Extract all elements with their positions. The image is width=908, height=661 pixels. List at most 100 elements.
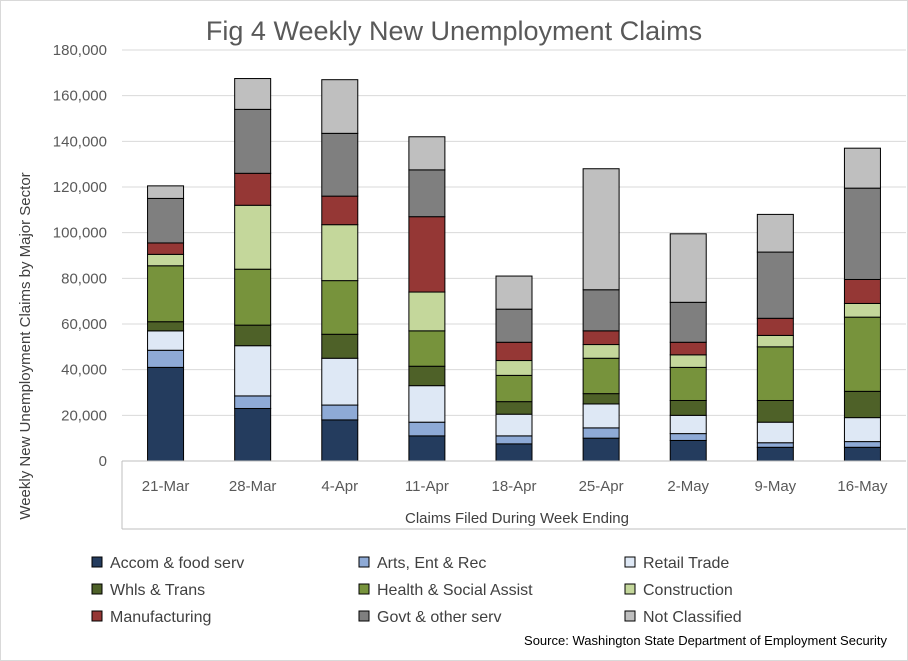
- bar-segment: [495, 341, 533, 362]
- legend: Accom & food serv Arts, Ent & Rec Retail T…: [91, 555, 742, 626]
- bar-segment: [843, 302, 881, 318]
- x-axis-title: Claims Filed During Week Ending: [405, 510, 629, 527]
- y-tick-label: 60,000: [61, 316, 107, 333]
- bar-segment: [669, 439, 707, 462]
- bar-segment: [495, 413, 533, 437]
- bar-segment: [408, 136, 446, 171]
- y-tick-label: 180,000: [53, 42, 107, 59]
- bar-segment: [582, 427, 620, 439]
- bar-segment: [495, 435, 533, 445]
- y-tick-label: 140,000: [53, 133, 107, 150]
- bar-stack: [756, 213, 794, 462]
- bar-stack: [147, 185, 185, 462]
- y-tick-label: 100,000: [53, 225, 107, 242]
- bar-segment: [669, 301, 707, 343]
- bar-segment: [582, 330, 620, 346]
- bar-segment: [843, 446, 881, 462]
- y-axis-title: Weekly New Unemployment Claims by Major …: [17, 172, 34, 519]
- bar-stack: [669, 233, 707, 462]
- legend-label: Retail Trade: [643, 555, 729, 572]
- bar-segment: [582, 289, 620, 332]
- legend-item: Manufacturing: [91, 609, 211, 626]
- bar-segment: [756, 213, 794, 253]
- bar-segment: [582, 393, 620, 405]
- x-tick-label: 9-May: [754, 478, 796, 495]
- bar-segment: [234, 108, 272, 174]
- bar-segment: [582, 168, 620, 291]
- y-tick-label: 20,000: [61, 407, 107, 424]
- bar-segment: [843, 316, 881, 392]
- legend-label: Construction: [643, 582, 733, 599]
- bar-stack: [582, 168, 620, 462]
- bar-stack: [408, 136, 446, 462]
- bar-segment: [408, 291, 446, 332]
- y-tick-label: 40,000: [61, 362, 107, 379]
- legend-item: Whls & Trans: [91, 582, 205, 599]
- bar-segment: [234, 395, 272, 409]
- bar-segment: [669, 366, 707, 401]
- y-tick-labels: 0 20,000 40,000 60,000 80,000 100,000 120,000 1…: [53, 42, 107, 470]
- axes: [121, 460, 906, 530]
- bar-segment: [408, 169, 446, 218]
- legend-swatch: [358, 556, 370, 568]
- bar-segment: [321, 132, 359, 197]
- bar-segment: [756, 317, 794, 336]
- bar-segment: [234, 172, 272, 206]
- bar-segment: [756, 334, 794, 348]
- bar-segment: [321, 79, 359, 134]
- bar-segment: [408, 421, 446, 437]
- y-tick-label: 0: [99, 453, 107, 470]
- bar-segment: [234, 407, 272, 462]
- bar-segment: [843, 441, 881, 448]
- x-tick-label: 18-Apr: [491, 478, 536, 495]
- bar-segment: [843, 390, 881, 419]
- x-tick-label: 25-Apr: [579, 478, 624, 495]
- bar-segment: [147, 366, 185, 462]
- legend-label: Arts, Ent & Rec: [377, 555, 486, 572]
- bar-segment: [669, 414, 707, 435]
- bar-segment: [582, 403, 620, 429]
- bar-segment: [582, 344, 620, 359]
- bar-segment: [756, 421, 794, 444]
- bar-segment: [147, 242, 185, 255]
- bar-stack: [321, 79, 359, 462]
- bar-segment: [495, 374, 533, 403]
- bar-segment: [321, 195, 359, 226]
- legend-item: Not Classified: [624, 609, 742, 626]
- legend-swatch: [624, 556, 636, 568]
- bar-segment: [669, 341, 707, 356]
- bar-segment: [321, 357, 359, 406]
- bar-segment: [495, 308, 533, 343]
- bar-segment: [234, 345, 272, 397]
- bar-segment: [234, 324, 272, 347]
- legend-item: Accom & food serv: [91, 555, 244, 572]
- x-tick-label: 28-Mar: [229, 478, 277, 495]
- chart-title: Fig 4 Weekly New Unemployment Claims: [206, 16, 702, 46]
- legend-item: Retail Trade: [624, 555, 729, 572]
- bar-segment: [756, 399, 794, 423]
- bar-segment: [843, 147, 881, 189]
- bar-segment: [408, 330, 446, 367]
- bar-segment: [495, 275, 533, 310]
- bar-segment: [756, 446, 794, 462]
- bar-segment: [321, 333, 359, 359]
- bar-segment: [147, 265, 185, 323]
- bar-segment: [408, 216, 446, 293]
- bars: [147, 78, 881, 462]
- bar-segment: [495, 443, 533, 462]
- bar-segment: [408, 385, 446, 423]
- bar-segment: [234, 78, 272, 110]
- bar-segment: [321, 280, 359, 335]
- legend-swatch: [91, 610, 103, 622]
- bar-segment: [408, 365, 446, 387]
- legend-item: Construction: [624, 582, 733, 599]
- bar-segment: [669, 399, 707, 416]
- bar-segment: [669, 354, 707, 368]
- legend-swatch: [91, 583, 103, 595]
- legend-swatch: [624, 610, 636, 622]
- bar-segment: [147, 330, 185, 351]
- legend-label: Whls & Trans: [110, 582, 205, 599]
- bar-segment: [234, 268, 272, 326]
